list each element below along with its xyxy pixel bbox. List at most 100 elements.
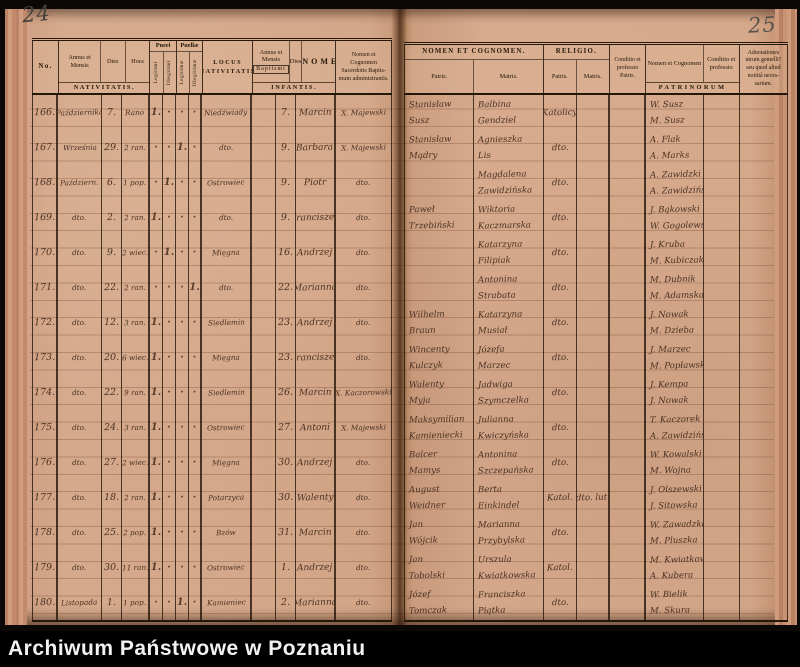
cell-boy-legitimate: · xyxy=(150,130,163,165)
cell-father xyxy=(404,270,474,305)
col-dies: Dies xyxy=(101,41,126,82)
cell-priest-name: X. Majewski xyxy=(336,130,392,165)
cell-birth-day: 20. xyxy=(102,340,122,375)
cell-baptism-month xyxy=(252,235,276,270)
cell-birth-place: dto. xyxy=(202,200,252,235)
cell-boy-legitimate: 1. xyxy=(150,200,163,235)
cell-religion-mother xyxy=(577,235,610,270)
cell-godparents: M. Dubnik M. Adamska xyxy=(646,270,704,305)
cell-birth-day: 18. xyxy=(102,480,122,515)
cell-boy-legitimate: · xyxy=(150,270,163,305)
cell-boy-legitimate: 1. xyxy=(150,340,163,375)
register-row-right: Balcer Mamys Antonina Szczepańska dto. W. … xyxy=(404,445,788,480)
cell-girl-illegitimate: · xyxy=(189,480,202,515)
book-page-edges-right xyxy=(775,9,797,625)
legitimae-label: Legitimæ xyxy=(179,60,186,85)
cell-row-number: 170. xyxy=(32,235,58,270)
cell-godparents: T. Kaczorek A. Zawidzińska xyxy=(646,410,704,445)
col-hora: Hora xyxy=(131,57,144,65)
cell-godparents: J. Olszewski J. Sitowska xyxy=(646,480,704,515)
cell-mother: Magdalena Zawidzińska xyxy=(474,165,544,200)
cell-girl-illegitimate: · xyxy=(189,410,202,445)
cell-birth-hour: 2 ran. xyxy=(122,130,150,165)
archive-watermark-text: Archiwum Państwowe w Poznaniu xyxy=(8,637,366,660)
register-row-left: 171. dto. 22. 2 ran. · · · 1. dto. 22. M… xyxy=(32,270,392,305)
cell-godparents: J. Kempa J. Nowak xyxy=(646,375,704,410)
col-puellae-group: Puellæ Legitimæ Illegitimæ xyxy=(176,41,204,93)
cell-baptism-day: 7. xyxy=(276,95,296,130)
cell-baptism-month xyxy=(252,445,276,480)
cell-father: Jan Tobolski xyxy=(404,550,474,585)
cell-godparents: A. Zawidzki A. Zawidzińska xyxy=(646,165,704,200)
cell-priest-name: dto. xyxy=(336,445,392,480)
cell-boy-illegitimate: · xyxy=(163,95,176,130)
cell-annotations xyxy=(740,375,788,410)
cell-religion-mother xyxy=(577,200,610,235)
cell-father: Jan Wójcik xyxy=(404,515,474,550)
cell-priest-name: dto. xyxy=(336,550,392,585)
cell-birth-hour: 2 pop. xyxy=(122,515,150,550)
cell-religion-father: Katol. xyxy=(544,550,577,585)
cell-child-name: Walenty xyxy=(296,480,336,515)
col-pueri-group: Pueri Legitimi Illegitimi xyxy=(150,41,177,93)
cell-baptism-month xyxy=(252,340,276,375)
illegitimae-label: Illegitimæ xyxy=(192,58,199,87)
cell-annotations xyxy=(740,410,788,445)
cell-father-profession xyxy=(610,375,646,410)
cell-boy-illegitimate: · xyxy=(163,375,176,410)
cell-girl-legitimate: · xyxy=(176,445,189,480)
folio-number-right: 25 xyxy=(747,12,778,38)
cell-birth-day: 22. xyxy=(102,375,122,410)
cell-birth-place: Ostrowiec xyxy=(202,410,252,445)
cell-mother: Julianna Kwiczyńska xyxy=(474,410,544,445)
cell-religion-mother xyxy=(577,270,610,305)
cell-father-profession xyxy=(610,270,646,305)
cell-baptism-day: 31. xyxy=(276,515,296,550)
left-table-header: No. Annus et Mensis Dies Hora NATIVITATI… xyxy=(32,38,392,95)
cell-birth-day: 30. xyxy=(102,550,122,585)
col-godparent-profession: Conditio et professio xyxy=(707,55,736,71)
cell-row-number: 177. xyxy=(32,480,58,515)
cell-child-name: Marcin xyxy=(296,515,336,550)
col-infantis-group: Annus et Mensis Baptismi Dies NOMEN INFA… xyxy=(253,41,337,93)
photo-background: 24 25 No. Annus et Mensis Dies Hora NATI… xyxy=(5,0,797,625)
cell-religion-mother xyxy=(577,515,610,550)
cell-mother: Balbina Gendziel xyxy=(474,95,544,130)
cell-birth-month: dto. xyxy=(58,375,102,410)
cell-birth-day: 6. xyxy=(102,165,122,200)
cell-row-number: 172. xyxy=(32,305,58,340)
cell-girl-illegitimate: · xyxy=(189,585,202,620)
cell-birth-month: dto. xyxy=(58,410,102,445)
col-locus-nativitatis: LOCUS NATIVITATIS xyxy=(203,41,254,93)
cell-birth-hour: 2 wiec. xyxy=(122,445,150,480)
cell-religion-mother xyxy=(577,130,610,165)
cell-boy-legitimate: 1. xyxy=(150,445,163,480)
cell-boy-illegitimate: · xyxy=(163,515,176,550)
cell-birth-month: dto. xyxy=(58,200,102,235)
cell-birth-day: 22. xyxy=(102,270,122,305)
cell-girl-illegitimate: 1. xyxy=(189,270,202,305)
illegitimi-label: Illegitimi xyxy=(166,59,172,85)
cell-birth-place: Kamieniec xyxy=(202,585,252,620)
cell-birth-day: 9. xyxy=(102,235,122,270)
cell-priest-name: X. Majewski xyxy=(336,410,392,445)
cell-birth-month: dto. xyxy=(58,480,102,515)
cell-annotations xyxy=(740,130,788,165)
cell-father: Balcer Mamys xyxy=(404,445,474,480)
cell-godparents: J. Marzec M. Popławska xyxy=(646,340,704,375)
cell-row-number: 176. xyxy=(32,445,58,480)
cell-godparents: W. Bielik M. Skura xyxy=(646,585,704,620)
cell-baptism-day: 23. xyxy=(276,340,296,375)
cell-boy-legitimate: · xyxy=(150,585,163,620)
cell-girl-legitimate: 1. xyxy=(176,585,189,620)
cell-baptism-day: 9. xyxy=(276,200,296,235)
cell-mother: Antonina Szczepańska xyxy=(474,445,544,480)
cell-birth-day: 25. xyxy=(102,515,122,550)
cell-boy-legitimate: 1. xyxy=(150,480,163,515)
cell-row-number: 179. xyxy=(32,550,58,585)
register-row-right: Stanisław Mądry Agnieszka Lis dto. A. Flak… xyxy=(404,130,788,165)
cell-godparents-profession xyxy=(704,445,740,480)
cell-child-name: Marcin xyxy=(296,95,336,130)
register-row-left: 173. dto. 20. 6 wiec. 1. · · · Mięgna 23… xyxy=(32,340,392,375)
cell-birth-hour: 2 ran. xyxy=(122,480,150,515)
